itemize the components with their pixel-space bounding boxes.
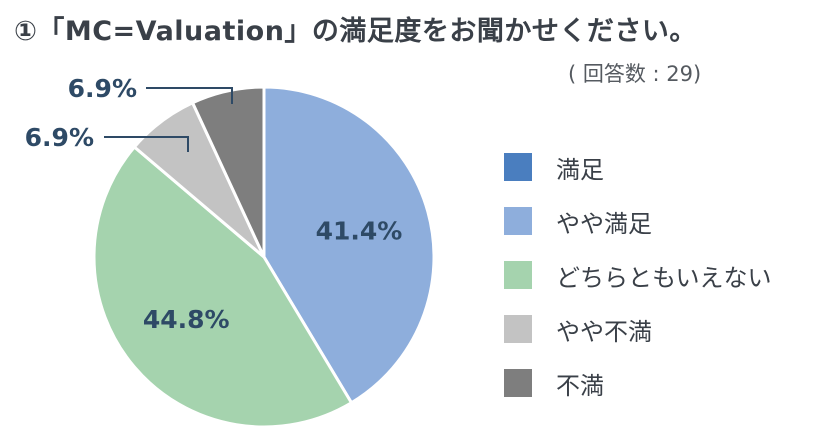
- leader-line-yaya-fuman: [104, 136, 189, 152]
- data-label-dochira-tomo-ienai: 44.8%: [143, 305, 230, 334]
- legend-item-manzoku: 満足: [504, 140, 772, 194]
- legend-swatch-fuman: [504, 369, 532, 397]
- pie-slice-fuman: [191, 85, 266, 259]
- legend-label-fuman: 不満: [556, 371, 604, 400]
- legend-swatch-yaya-fuman: [504, 315, 532, 343]
- response-count: ( 回答数 : 29): [568, 62, 702, 86]
- chart-title: ①「MC=Valuation」の満足度をお聞かせください。: [14, 16, 697, 47]
- legend-item-fuman: 不満: [504, 356, 772, 410]
- pie-slice-yaya-manzoku: [262, 85, 436, 405]
- legend-item-yaya-manzoku: やや満足: [504, 194, 772, 248]
- pie-slice-dochira-tomo-ienai: [92, 145, 353, 429]
- legend-label-yaya-manzoku: やや満足: [556, 209, 652, 238]
- legend-swatch-dochira-tomo-ienai: [504, 261, 532, 289]
- legend: 満足やや満足どちらともいえない やや不満不満: [504, 140, 772, 410]
- data-label-yaya-fuman: 6.9%: [25, 123, 94, 152]
- leader-line-fuman: [146, 87, 233, 104]
- data-label-fuman: 6.9%: [68, 74, 137, 103]
- legend-swatch-manzoku: [504, 153, 532, 181]
- legend-label-manzoku: 満足: [556, 155, 604, 184]
- legend-swatch-yaya-manzoku: [504, 207, 532, 235]
- data-label-yaya-manzoku: 41.4%: [316, 217, 403, 246]
- legend-item-dochira-tomo-ienai: どちらともいえない: [504, 248, 772, 302]
- legend-label-yaya-fuman: やや不満: [556, 317, 652, 346]
- legend-label-dochira-tomo-ienai: どちらともいえない: [556, 263, 772, 292]
- legend-item-yaya-fuman: やや不満: [504, 302, 772, 356]
